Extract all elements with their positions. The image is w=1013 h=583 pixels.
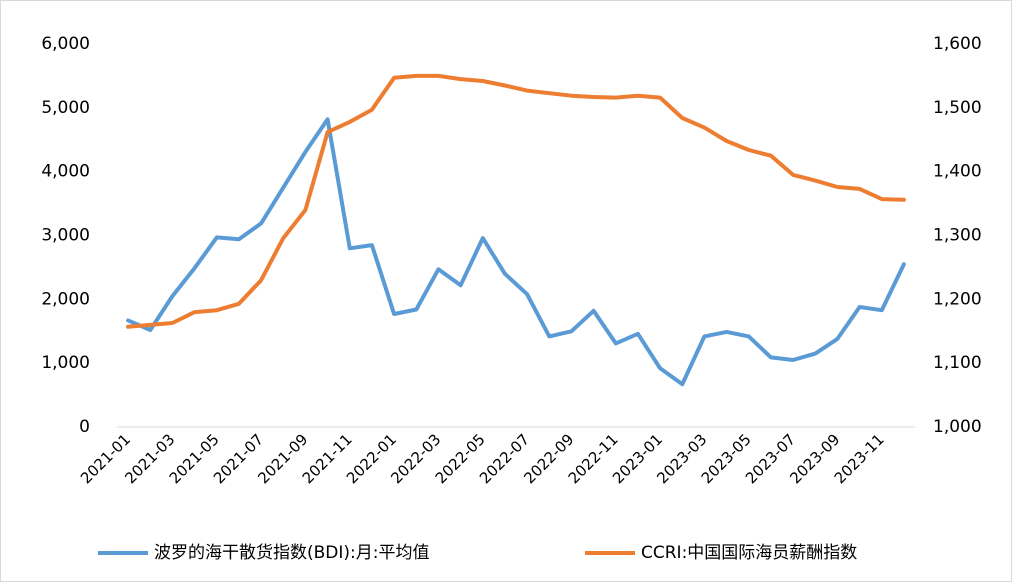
legend-label: CCRI:中国国际海员薪酬指数 [641, 543, 857, 563]
y-tick-label: 6,000 [41, 34, 90, 54]
y2-tick-label: 1,100 [933, 353, 982, 373]
y2-tick-label: 1,500 [933, 98, 982, 118]
y2-tick-label: 1,300 [933, 226, 982, 246]
y2-tick-label: 1,200 [933, 289, 982, 309]
y-tick-label: 2,000 [41, 289, 90, 309]
y2-tick-label: 1,000 [933, 417, 982, 437]
legend-label: 波罗的海干散货指数(BDI):月:平均值 [154, 543, 430, 563]
y2-tick-label: 1,400 [933, 162, 982, 182]
y-tick-label: 5,000 [41, 98, 90, 118]
y-tick-label: 4,000 [41, 162, 90, 182]
series-line [126, 73, 906, 329]
y-tick-label: 1,000 [41, 353, 90, 373]
y-tick-label: 3,000 [41, 226, 90, 246]
y-tick-label: 0 [79, 417, 90, 437]
series-line [126, 117, 906, 387]
y2-tick-label: 1,600 [933, 34, 982, 54]
